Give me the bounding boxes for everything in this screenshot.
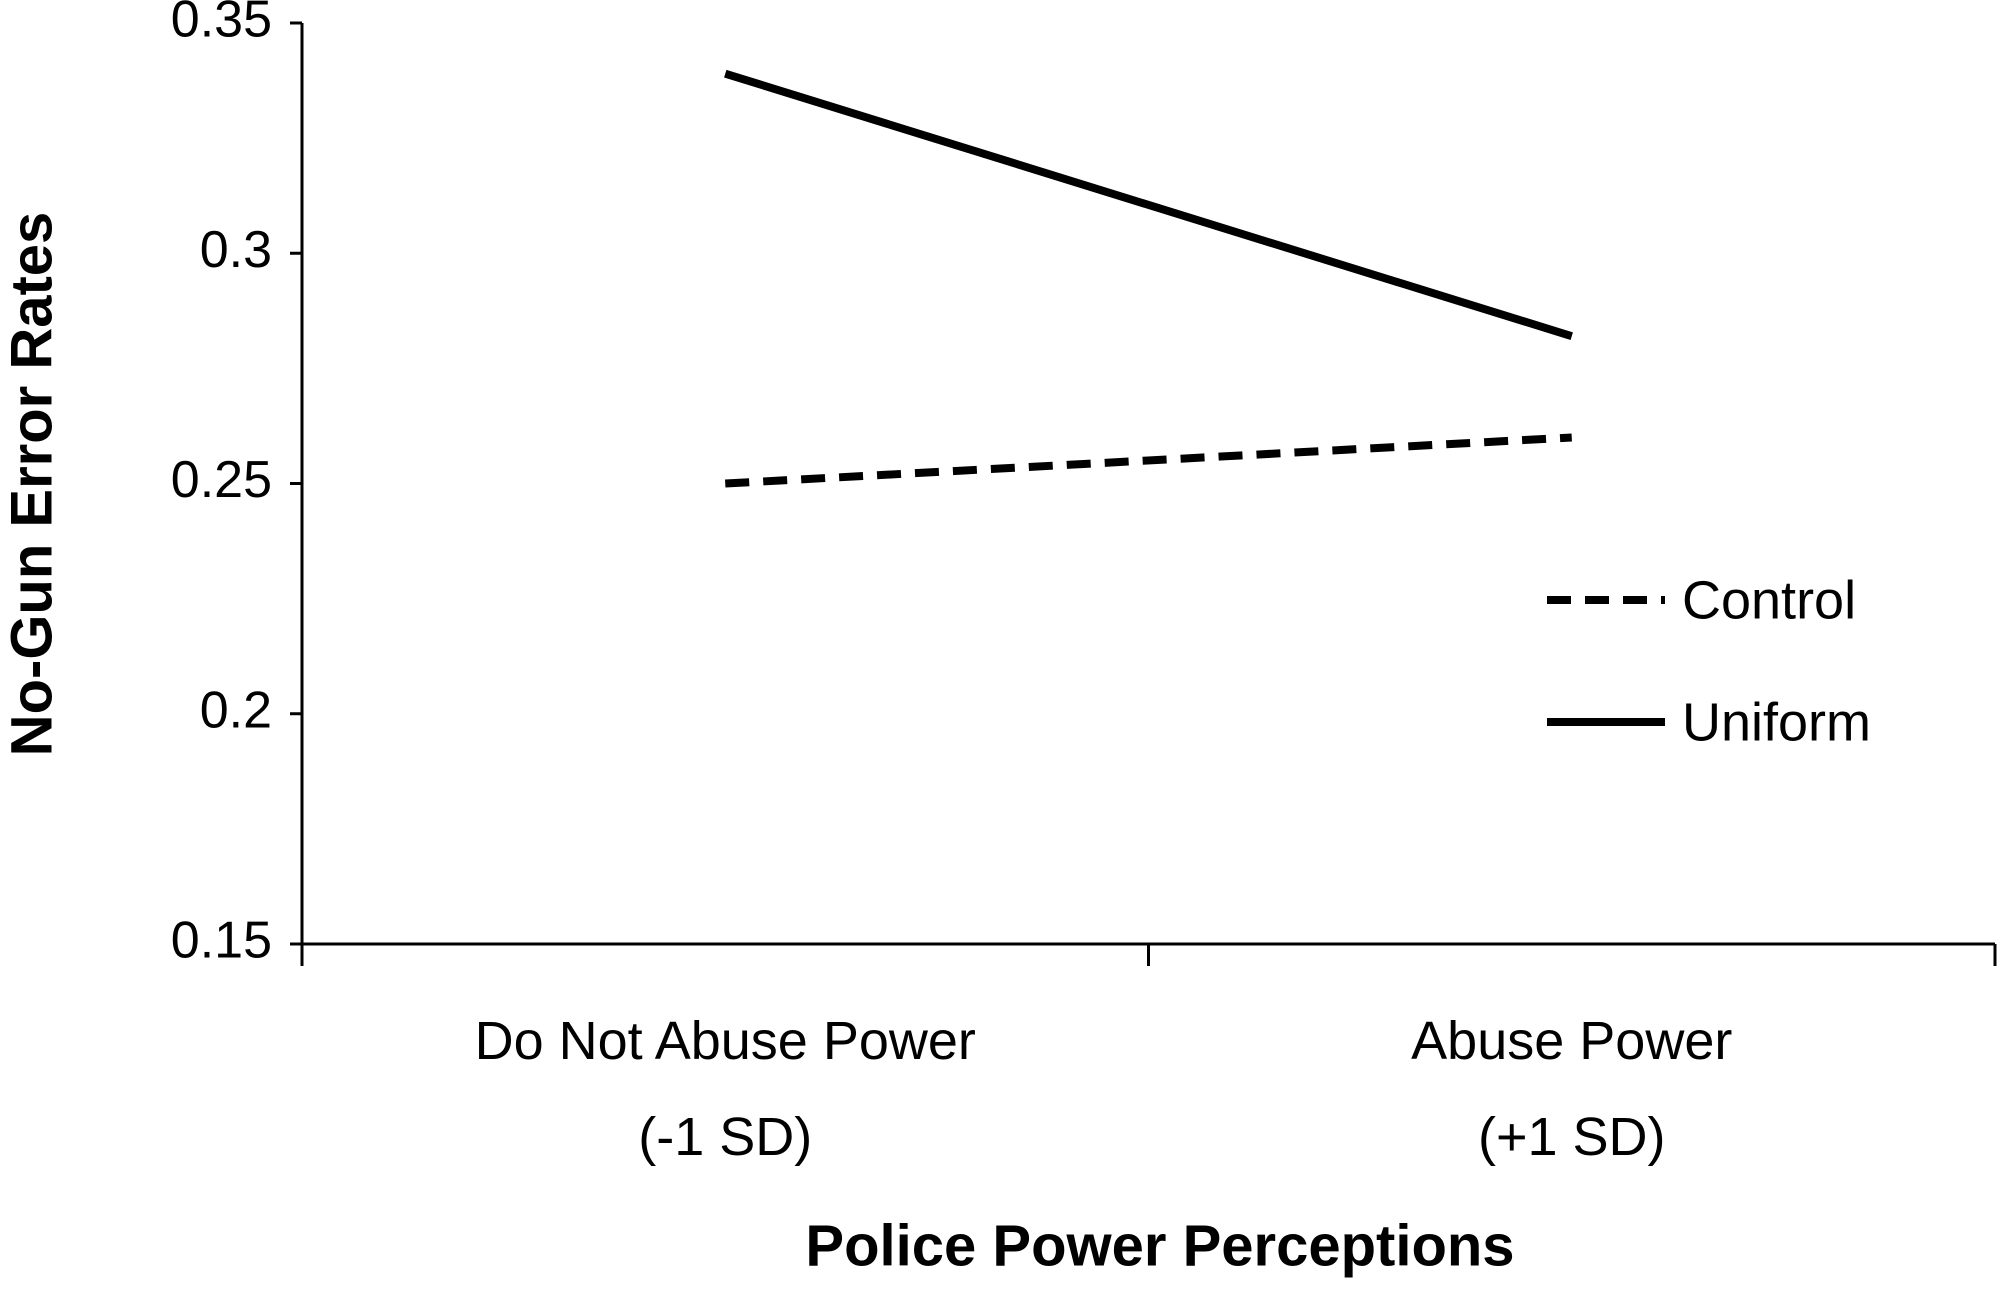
x-axis-title: Police Power Perceptions — [805, 1213, 1514, 1278]
series-line — [725, 433, 1572, 488]
y-tick-label: 0.25 — [171, 451, 272, 509]
legend-label: Control — [1682, 570, 1856, 630]
y-tick-label: 0.15 — [171, 912, 272, 970]
x-tick-label: Do Not Abuse Power (-1 SD) — [475, 1011, 976, 1167]
y-tick-label: 0.35 — [171, 0, 272, 49]
y-tick-label: 0.2 — [200, 681, 272, 739]
legend-label: Uniform — [1682, 692, 1871, 752]
y-tick-label: 0.3 — [200, 221, 272, 279]
x-tick-label: Abuse Power (+1 SD) — [1411, 1011, 1732, 1167]
series-line — [724, 69, 1573, 340]
y-axis-title: No-Gun Error Rates — [0, 212, 64, 757]
